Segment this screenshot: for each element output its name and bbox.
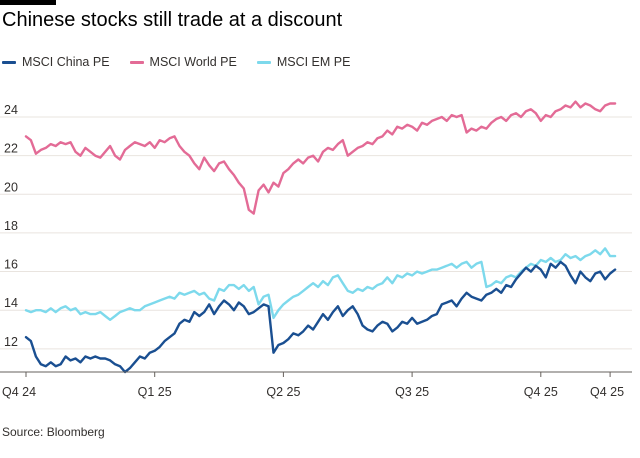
- y-axis-ticks: 12 14 16 18 20 22 24: [4, 103, 18, 349]
- legend-label-world: MSCI World PE: [149, 55, 237, 69]
- legend-item-china: MSCI China PE: [2, 55, 110, 69]
- series-line-china: [24, 260, 617, 374]
- y-tick-label: 20: [4, 180, 18, 194]
- legend-swatch-world: [129, 60, 144, 64]
- x-tick-label: Q2 25: [266, 385, 300, 399]
- line-chart: 12 14 16 18 20 22 24 Q4 24 Q1 25 Q2 25 Q3 25 Q4 25…: [0, 100, 632, 399]
- y-tick-label: 16: [4, 258, 18, 272]
- legend-swatch-em: [256, 60, 271, 64]
- y-tick-label: 22: [4, 142, 18, 156]
- legend-item-world: MSCI World PE: [129, 55, 237, 69]
- grid-layer: [0, 116, 632, 350]
- series-line-world: [24, 100, 617, 215]
- x-tick-label: Q4 24: [2, 385, 36, 399]
- y-tick-label: 12: [4, 335, 18, 349]
- x-tick-label: Q4 25: [524, 385, 558, 399]
- chart-title: Chinese stocks still trade at a discount: [2, 9, 343, 31]
- y-tick-label: 24: [4, 103, 18, 117]
- y-tick-label: 14: [4, 296, 18, 310]
- x-tick-label: Q4 25: [590, 385, 624, 399]
- series-line-em: [24, 247, 617, 321]
- x-axis: Q4 24 Q1 25 Q2 25 Q3 25 Q4 25 Q4 25: [0, 371, 632, 399]
- source-note: Source: Bloomberg: [2, 425, 105, 439]
- legend-swatch-china: [2, 60, 16, 64]
- legend-label-em: MSCI EM PE: [276, 55, 351, 69]
- legend-label-china: MSCI China PE: [22, 55, 110, 69]
- y-tick-label: 18: [4, 219, 18, 233]
- x-tick-label: Q3 25: [395, 385, 429, 399]
- x-tick-label: Q1 25: [138, 385, 172, 399]
- brand-bar: [0, 0, 56, 5]
- chart-legend: MSCI China PE MSCI World PE MSCI EM PE: [2, 53, 370, 71]
- legend-item-em: MSCI EM PE: [256, 55, 351, 69]
- series-layer: [24, 100, 617, 374]
